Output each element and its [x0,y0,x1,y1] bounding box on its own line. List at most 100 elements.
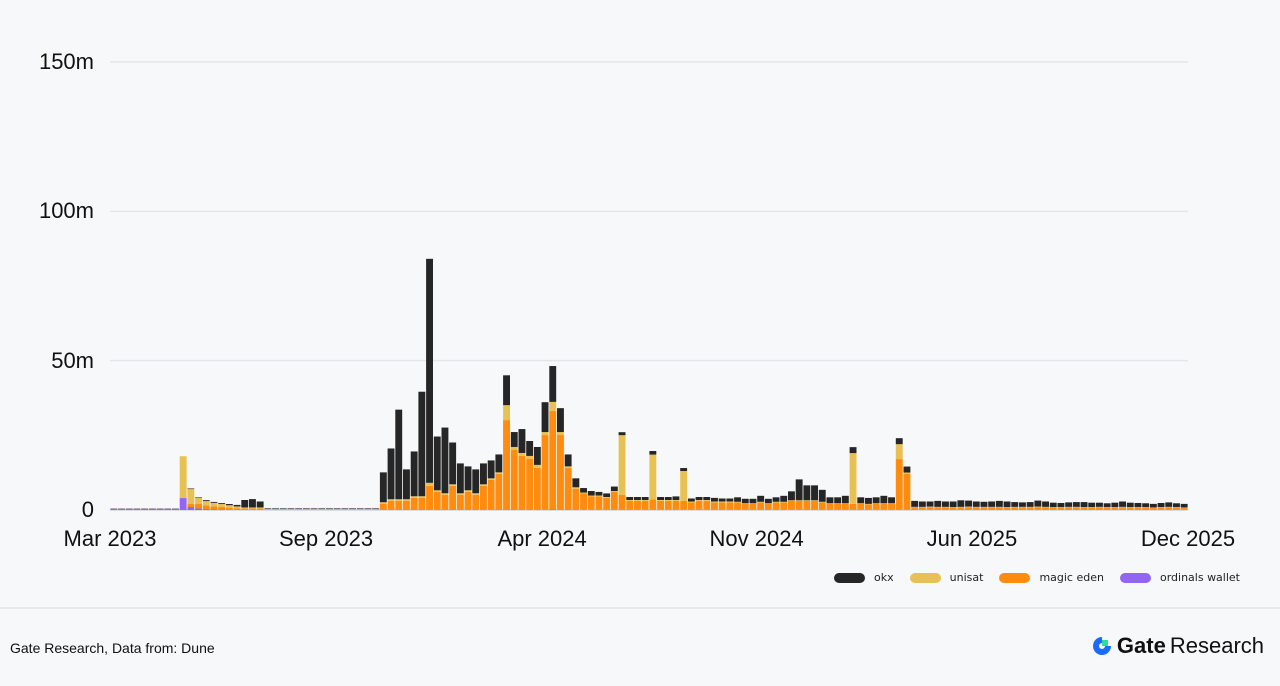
legend-item-ordinals-wallet[interactable]: ordinals wallet [1119,571,1240,584]
bar-okx [472,469,480,494]
bar-okx [256,501,264,508]
bar-unisat [564,466,572,468]
bar-okx [780,495,788,502]
bar-okx [618,432,626,436]
legend-item-okx[interactable]: okx [834,571,894,584]
bar-magic-eden [541,435,549,510]
bar-okx [942,501,949,507]
bar-magic-eden [256,508,264,510]
bar-magic-eden [410,497,418,510]
x-tick-label: Dec 2025 [1140,526,1236,551]
bar-unisat [1042,506,1049,508]
bar-unisat [580,492,587,494]
bar-magic-eden [379,503,387,510]
legend-swatch [999,572,1031,583]
bar-magic-eden [980,507,988,510]
bar-okx [503,375,510,406]
bar-magic-eden [395,500,403,510]
bar-magic-eden [302,509,310,510]
bar-okx [1103,503,1111,508]
bar-magic-eden [634,500,641,510]
bar-okx [387,448,395,500]
bar-magic-eden [1003,507,1011,510]
bar-okx [541,402,549,433]
bar-magic-eden [595,496,603,510]
bar-magic-eden [403,500,410,510]
bar-magic-eden [241,508,249,510]
bar-magic-eden [487,479,495,510]
bar-unisat [711,501,718,503]
bar-magic-eden [903,474,911,510]
bar-unisat [880,503,888,504]
bar-unisat [734,501,741,503]
bar-magic-eden [757,502,765,510]
bar-magic-eden [826,503,834,510]
bar-okx [672,496,680,500]
bar-unisat [895,444,903,460]
bar-magic-eden [1165,507,1173,510]
bar-okx [379,472,387,503]
bar-unisat [803,500,811,501]
bar-okx [356,508,364,509]
bar-unisat [572,487,580,489]
bar-okx [649,451,657,455]
legend-item-unisat[interactable]: unisat [909,571,984,584]
bar-okx [903,466,911,473]
bar-okx [526,441,534,456]
bar-magic-eden [972,507,980,510]
bar-magic-eden [464,491,472,510]
bar-okx [995,500,1003,507]
bar-unisat [241,507,249,509]
bar-unisat [587,495,595,497]
x-tick-label: Mar 2023 [63,526,157,551]
bar-magic-eden [1065,507,1073,510]
bar-okx [880,495,888,504]
bar-ordinals-wallet [210,509,218,510]
bar-okx [788,491,795,501]
bar-unisat [1080,507,1088,508]
bar-okx [626,497,634,500]
bar-unisat [749,503,757,504]
bar-unisat [603,497,611,498]
bar-okx [610,486,618,492]
bar-okx [634,497,641,500]
bar-okx [641,497,649,500]
bar-unisat [1049,507,1057,508]
bar-okx [549,366,557,402]
brand-name: Gate [1116,633,1166,658]
bar-unisat [1088,507,1096,508]
legend-item-magic-eden[interactable]: magic eden [999,571,1104,584]
bar-okx [510,432,518,447]
bar-unisat [233,506,241,509]
bar-magic-eden [272,509,279,510]
bar-magic-eden [1080,507,1088,510]
bar-okx [518,429,526,453]
bar-unisat [210,502,218,507]
bar-magic-eden [857,503,865,510]
bar-okx [965,500,972,507]
bar-magic-eden [449,485,457,510]
bar-unisat [403,499,410,501]
bar-okx [772,497,780,502]
bar-unisat [1173,507,1180,508]
bar-okx [957,500,965,507]
bar-unisat [1142,507,1150,508]
bar-magic-eden [618,494,626,510]
legend-label: unisat [949,571,984,584]
bar-okx [757,495,765,502]
bar-magic-eden [572,488,580,510]
bar-magic-eden [934,507,942,510]
bar-okx [749,498,757,504]
bar-magic-eden [726,502,734,510]
bar-magic-eden [849,503,857,510]
bar-unisat [1057,507,1065,508]
bar-okx [818,489,826,502]
bar-okx [718,498,726,502]
bar-okx [1072,502,1080,507]
bar-magic-eden [472,494,480,510]
bar-magic-eden [988,507,996,510]
bar-magic-eden [418,497,426,510]
bar-unisat [672,499,680,501]
bar-okx [695,497,703,500]
bar-okx [1157,502,1165,508]
